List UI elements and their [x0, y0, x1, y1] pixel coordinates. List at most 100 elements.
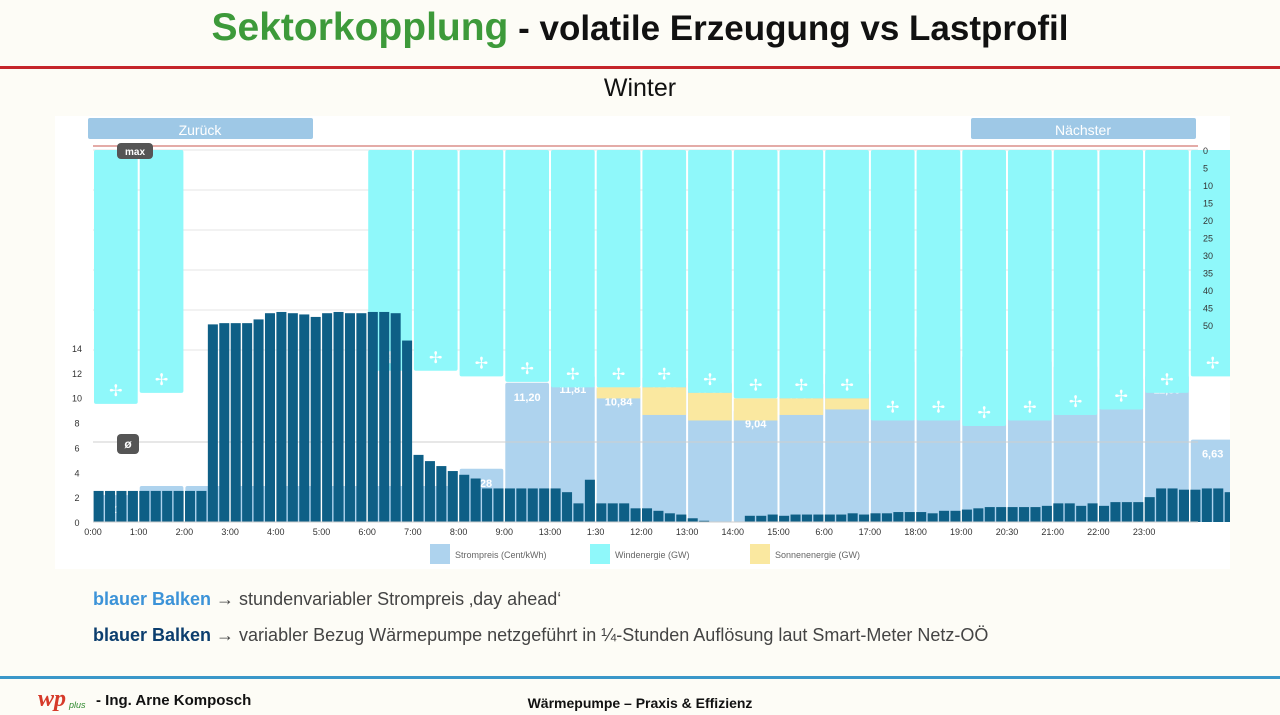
load-bar	[881, 513, 892, 522]
load-bar	[139, 490, 150, 522]
load-bar	[344, 313, 355, 522]
load-bar	[927, 513, 938, 522]
load-bar	[1007, 507, 1018, 522]
x-axis-tick: 13:00	[539, 527, 562, 537]
load-bar	[687, 518, 698, 522]
annotation-price: blauer Balken → stundenvariabler Strompr…	[93, 589, 561, 610]
load-bar	[1019, 507, 1030, 522]
load-bar	[276, 311, 287, 522]
load-bar	[916, 512, 927, 522]
footer-author: - Ing. Arne Komposch	[96, 692, 252, 709]
load-bar	[493, 488, 504, 522]
title-divider	[0, 66, 1280, 69]
x-axis-tick: 8:00	[450, 527, 468, 537]
wind-turbine-icon: ✢	[840, 377, 853, 394]
wind-bar	[1008, 150, 1052, 421]
load-bar	[973, 508, 984, 522]
x-axis-tick: 1:00	[130, 527, 148, 537]
right-axis-tick: 25	[1203, 234, 1213, 244]
price-bar	[596, 387, 641, 522]
back-button[interactable]	[88, 118, 313, 139]
load-bar	[596, 503, 607, 522]
load-bar	[424, 461, 435, 522]
legend-label: Windenergie (GW)	[615, 550, 690, 560]
load-bar	[504, 488, 515, 522]
load-bar	[287, 313, 298, 522]
load-bar	[390, 313, 401, 522]
price-bar	[779, 382, 824, 522]
avg-badge	[117, 434, 139, 454]
wind-turbine-icon: ✢	[932, 399, 945, 416]
x-axis-tick: 17:00	[859, 527, 882, 537]
price-bar	[94, 495, 138, 522]
load-bar	[1156, 488, 1167, 522]
wind-bar	[413, 150, 458, 371]
price-label: 11,20	[514, 392, 541, 404]
price-bar	[139, 485, 184, 522]
price-label: 10,84	[605, 396, 633, 408]
x-axis-tick: 6:00	[358, 527, 376, 537]
left-axis-tick: 4	[74, 468, 79, 478]
load-bar	[1064, 503, 1075, 522]
load-bar	[127, 490, 138, 522]
load-bar	[1041, 505, 1052, 522]
chart: 2,164,2811,2011,8110,8411,7211,269,0411,…	[72, 118, 1230, 564]
load-bar	[105, 490, 116, 522]
load-bar	[116, 490, 127, 522]
next-button-label[interactable]: Nächster	[1055, 122, 1111, 138]
sun-bar	[733, 398, 778, 421]
load-bar	[367, 311, 378, 522]
wind-turbine-icon: ✢	[886, 399, 899, 416]
right-axis-tick: 30	[1203, 251, 1213, 261]
price-bar	[505, 382, 549, 522]
title-accent: Sektorkopplung	[211, 6, 509, 49]
wind-turbine-icon: ✢	[1160, 372, 1173, 389]
title-rest: - volatile Erzeugung vs Lastprofil	[508, 9, 1069, 48]
wind-bar	[596, 150, 641, 388]
right-axis-tick: 40	[1203, 286, 1213, 296]
sun-bar	[825, 398, 869, 410]
annotation-load-text: → variabler Bezug Wärmepumpe netzgeführt…	[211, 625, 989, 645]
load-bar	[436, 466, 447, 522]
x-axis-tick: 13:00	[676, 527, 699, 537]
x-axis-tick: 20:30	[996, 527, 1019, 537]
x-axis-tick: 22:00	[1087, 527, 1110, 537]
load-bar	[299, 314, 310, 522]
legend-label: Strompreis (Cent/kWh)	[455, 550, 547, 560]
legend-label: Sonnenenergie (GW)	[775, 550, 860, 560]
load-bar	[1224, 492, 1230, 522]
back-button-label[interactable]: Zurück	[179, 122, 223, 138]
left-axis-tick: 0	[74, 518, 79, 528]
price-bar	[231, 485, 275, 522]
price-bar	[368, 485, 412, 522]
left-axis-tick: 8	[74, 419, 79, 429]
legend-swatch	[590, 544, 610, 564]
wind-bar	[642, 150, 687, 388]
load-bar	[527, 488, 538, 522]
load-bar	[1201, 488, 1212, 522]
price-bar	[733, 409, 778, 522]
price-bar	[551, 375, 595, 522]
annotation-load-bold: blauer Balken	[93, 625, 212, 645]
load-bar	[1190, 489, 1201, 522]
wind-bar	[368, 150, 412, 371]
load-bar	[619, 503, 630, 522]
x-axis-tick: 4:00	[267, 527, 285, 537]
price-label: 6,63	[1202, 449, 1223, 461]
x-axis-tick: 18:00	[904, 527, 927, 537]
x-axis-tick: 6:00	[815, 527, 833, 537]
load-bar	[676, 514, 687, 522]
wind-bar	[779, 150, 824, 399]
slide-title: Sektorkopplung - volatile Erzeugung vs L…	[0, 6, 1280, 50]
right-axis-tick: 45	[1203, 304, 1213, 314]
load-bar	[801, 514, 812, 522]
load-bar	[893, 512, 904, 522]
sun-bar	[596, 387, 641, 399]
left-axis-tick: 12	[72, 369, 82, 379]
load-bar	[790, 514, 801, 522]
next-button[interactable]	[971, 118, 1196, 139]
x-axis-tick: 12:00	[630, 527, 653, 537]
right-axis-tick: 50	[1203, 321, 1213, 331]
load-bar	[584, 479, 595, 522]
x-axis-tick: 7:00	[404, 527, 422, 537]
